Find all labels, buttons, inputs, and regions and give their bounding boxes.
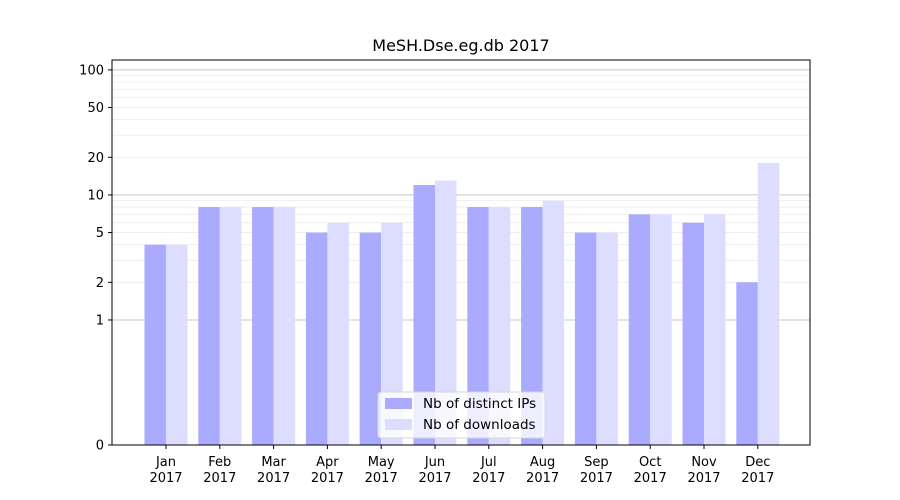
x-tick-label-month: Nov <box>691 455 717 470</box>
bar-distinct-ips-dec <box>736 282 758 445</box>
x-tick-label-month: Oct <box>639 455 661 470</box>
y-tick-label: 0 <box>96 439 104 454</box>
bar-downloads-mar <box>273 207 296 445</box>
bar-downloads-nov <box>704 214 726 445</box>
bar-distinct-ips-oct <box>628 214 651 445</box>
x-tick-label-year: 2017 <box>580 471 613 486</box>
x-tick-label-year: 2017 <box>418 471 451 486</box>
y-axis: 0 1 2 5 10 20 50 100 <box>79 63 112 454</box>
legend-swatch <box>385 398 412 409</box>
bar-downloads-dec <box>757 163 780 445</box>
bar-downloads-oct <box>650 214 672 445</box>
x-tick-label-year: 2017 <box>472 471 505 486</box>
x-tick-label-month: Jun <box>424 455 445 470</box>
bar-distinct-ips-sep <box>574 232 597 445</box>
x-tick-label-year: 2017 <box>203 471 236 486</box>
x-tick-label-year: 2017 <box>365 471 398 486</box>
x-tick-label-month: Jul <box>480 455 497 470</box>
bar-distinct-ips-apr <box>305 232 328 445</box>
bars <box>144 163 780 445</box>
bar-distinct-ips-feb <box>198 207 220 445</box>
bar-distinct-ips-may <box>359 232 382 445</box>
y-tick-label: 10 <box>87 188 104 203</box>
bar-distinct-ips-mar <box>252 207 274 445</box>
x-tick-label-year: 2017 <box>526 471 559 486</box>
x-tick-label-year: 2017 <box>257 471 290 486</box>
x-tick-label-year: 2017 <box>311 471 344 486</box>
legend-box <box>377 391 546 439</box>
x-tick-label-month: Apr <box>316 455 339 470</box>
x-tick-label-month: Sep <box>584 455 609 470</box>
y-tick-label: 1 <box>96 313 104 328</box>
chart-title: MeSH.Dse.eg.db 2017 <box>372 36 549 55</box>
legend-swatch <box>385 419 412 430</box>
x-tick-label-year: 2017 <box>741 471 774 486</box>
bar-downloads-jan <box>166 244 188 445</box>
y-tick-label: 50 <box>87 101 104 116</box>
bar-distinct-ips-nov <box>682 222 704 445</box>
x-tick-label-month: Mar <box>261 455 286 470</box>
bar-downloads-sep <box>596 232 618 445</box>
plot-frame <box>111 59 811 446</box>
x-tick-label-month: Jan <box>155 455 176 470</box>
y-tick-label: 20 <box>87 151 104 166</box>
x-tick-label-year: 2017 <box>634 471 667 486</box>
x-tick-label-month: May <box>368 455 395 470</box>
y-tick-label: 100 <box>79 63 104 78</box>
bar-distinct-ips-jul <box>467 207 489 445</box>
x-tick-label-month: Dec <box>745 455 770 470</box>
y-tick-label: 2 <box>96 276 104 291</box>
bar-downloads-feb <box>219 207 242 445</box>
bar-distinct-ips-jan <box>144 244 166 445</box>
bar-downloads-apr <box>327 222 349 445</box>
x-tick-label-month: Feb <box>208 455 231 470</box>
bar-distinct-ips-jun <box>413 185 435 445</box>
bar-downloads-may <box>381 222 403 445</box>
legend-label: Nb of distinct IPs <box>423 396 536 412</box>
bar-downloads-jul <box>488 207 511 445</box>
x-tick-label-year: 2017 <box>149 471 182 486</box>
x-axis: Jan2017Feb2017Mar2017Apr2017May2017Jun20… <box>149 445 774 486</box>
bar-downloads-aug <box>542 200 565 445</box>
x-tick-label-year: 2017 <box>687 471 720 486</box>
legend-label: Nb of downloads <box>423 417 536 433</box>
bar-downloads-jun <box>435 180 457 445</box>
y-tick-label: 5 <box>96 226 104 241</box>
x-tick-label-month: Aug <box>530 455 555 470</box>
bar-distinct-ips-aug <box>521 207 543 445</box>
legend: Nb of distinct IPs Nb of downloads <box>377 391 546 439</box>
